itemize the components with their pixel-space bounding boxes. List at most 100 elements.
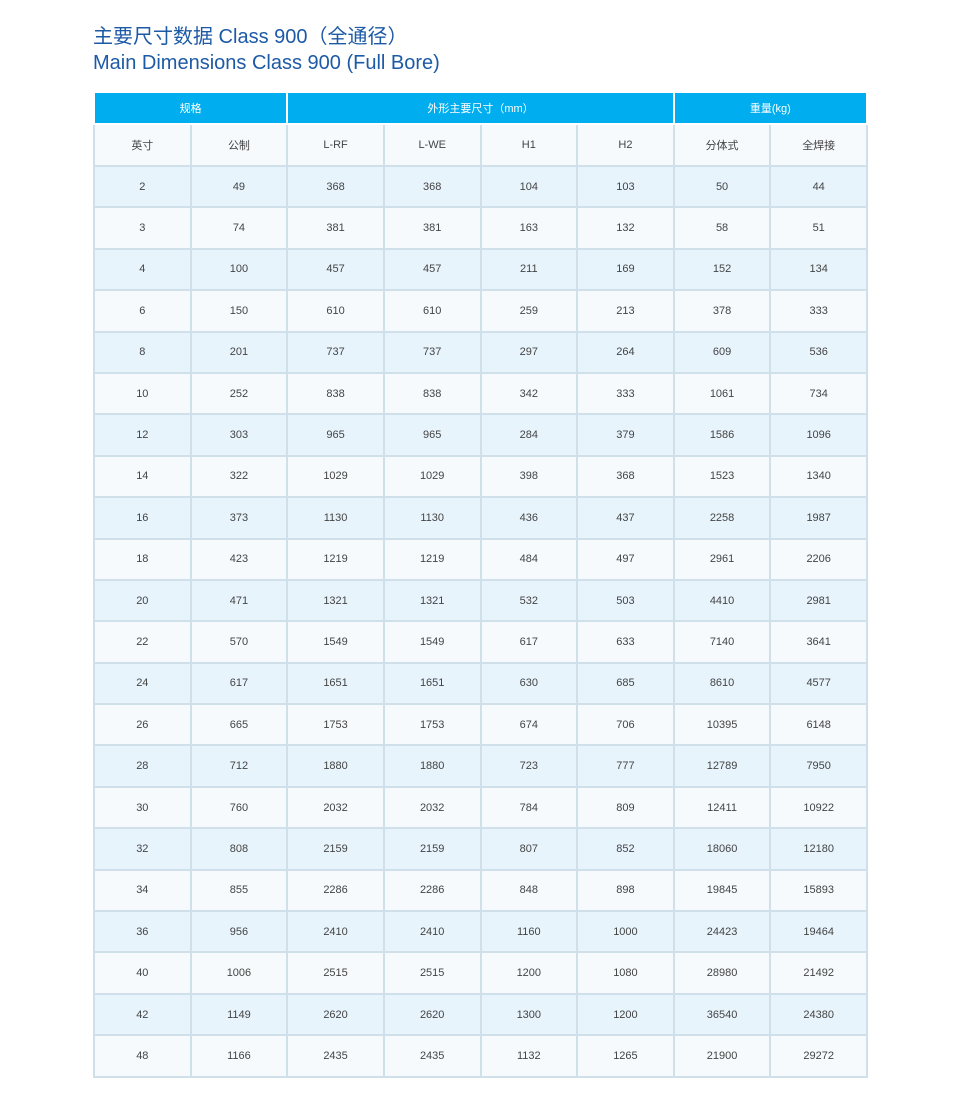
table-cell: 4410 [672, 578, 772, 623]
table-cell: 42 [93, 992, 192, 1037]
table-cell: 1200 [576, 992, 675, 1037]
table-cell: 211 [479, 247, 579, 292]
table-cell: 14 [93, 454, 192, 499]
table-cell: 10 [93, 371, 192, 416]
table-cell: 104 [479, 164, 579, 209]
table-row: 34 855 2286 2286 848 898 19845 15893 [93, 868, 868, 913]
table-cell: 1096 [769, 413, 868, 457]
table-cell: 610 [382, 289, 482, 333]
table-row: 32 808 2159 2159 807 852 18060 12180 [93, 827, 868, 871]
table-cell: 58 [672, 206, 772, 250]
column-header: L-WE [382, 123, 482, 167]
table-cell: 264 [576, 330, 675, 374]
table-cell: 609 [672, 330, 772, 374]
table-cell: 807 [479, 827, 579, 871]
table-cell: 368 [286, 164, 385, 209]
table-cell: 74 [189, 206, 289, 250]
table-cell: 685 [576, 661, 675, 706]
table-cell: 2515 [382, 951, 482, 995]
table-cell: 1149 [189, 992, 289, 1037]
table-cell: 213 [576, 289, 675, 333]
table-cell: 848 [479, 868, 579, 913]
table-cell: 36 [93, 910, 192, 954]
table-cell: 1300 [479, 992, 579, 1037]
table-cell: 1321 [286, 578, 385, 623]
table-cell: 532 [479, 578, 579, 623]
table-row: 40 1006 2515 2515 1200 1080 28980 21492 [93, 951, 868, 995]
table-cell: 252 [189, 371, 289, 416]
table-row: 20 471 1321 1321 532 503 4410 2981 [93, 578, 868, 623]
table-cell: 436 [479, 496, 579, 540]
table-cell: 15893 [769, 868, 868, 913]
table-cell: 4 [93, 247, 192, 292]
group-header-dimensions: 外形主要尺寸（mm） [286, 93, 675, 125]
table-cell: 2981 [769, 578, 868, 623]
table-cell: 2410 [382, 910, 482, 954]
table-cell: 51 [769, 206, 868, 250]
table-cell: 368 [382, 164, 482, 209]
table-row: 6 150 610 610 259 213 378 333 [93, 289, 868, 333]
table-cell: 737 [286, 330, 385, 374]
table-cell: 381 [286, 206, 385, 250]
table-cell: 734 [769, 371, 868, 416]
column-header: 公制 [189, 123, 289, 167]
table-cell: 3 [93, 206, 192, 250]
table-cell: 6 [93, 289, 192, 333]
table-row: 18 423 1219 1219 484 497 2961 2206 [93, 537, 868, 581]
table-row: 10 252 838 838 342 333 1061 734 [93, 371, 868, 416]
column-header-row: 英寸 公制 L-RF L-WE H1 H2 分体式 全焊接 [93, 123, 868, 167]
table-row: 42 1149 2620 2620 1300 1200 36540 24380 [93, 992, 868, 1037]
table-cell: 809 [576, 785, 675, 830]
table-row: 3 74 381 381 163 132 58 51 [93, 206, 868, 250]
column-header: H2 [576, 123, 675, 167]
table-cell: 965 [286, 413, 385, 457]
table-row: 16 373 1130 1130 436 437 2258 1987 [93, 496, 868, 540]
table-cell: 723 [479, 744, 579, 788]
table-cell: 784 [479, 785, 579, 830]
table-row: 4 100 457 457 211 169 152 134 [93, 247, 868, 292]
table-cell: 373 [189, 496, 289, 540]
table-cell: 1130 [286, 496, 385, 540]
table-cell: 381 [382, 206, 482, 250]
table-cell: 6148 [769, 703, 868, 747]
table-cell: 48 [93, 1034, 192, 1078]
table-cell: 40 [93, 951, 192, 995]
table-cell: 665 [189, 703, 289, 747]
table-cell: 12411 [672, 785, 772, 830]
table-cell: 297 [479, 330, 579, 374]
table-cell: 36540 [672, 992, 772, 1037]
table-cell: 1880 [382, 744, 482, 788]
table-cell: 423 [189, 537, 289, 581]
table-cell: 1586 [672, 413, 772, 457]
table-cell: 12789 [672, 744, 772, 788]
table-cell: 852 [576, 827, 675, 871]
table-cell: 100 [189, 247, 289, 292]
table-cell: 1340 [769, 454, 868, 499]
table-cell: 284 [479, 413, 579, 457]
table-row: 24 617 1651 1651 630 685 8610 4577 [93, 661, 868, 706]
table-cell: 2032 [382, 785, 482, 830]
table-cell: 2620 [286, 992, 385, 1037]
table-cell: 303 [189, 413, 289, 457]
dimensions-table: 规格 外形主要尺寸（mm） 重量(kg) 英寸 公制 L-RF L-WE H1 H2 分体式… [92, 93, 869, 1078]
table-cell: 1549 [382, 620, 482, 664]
table-cell: 333 [769, 289, 868, 333]
table-cell: 19845 [672, 868, 772, 913]
table-cell: 1166 [189, 1034, 289, 1078]
table-cell: 1160 [479, 910, 579, 954]
table-cell: 712 [189, 744, 289, 788]
table-cell: 2961 [672, 537, 772, 581]
table-cell: 1006 [189, 951, 289, 995]
table-cell: 163 [479, 206, 579, 250]
table-cell: 2159 [382, 827, 482, 871]
table-cell: 398 [479, 454, 579, 499]
table-cell: 1651 [286, 661, 385, 706]
table-cell: 536 [769, 330, 868, 374]
table-cell: 2032 [286, 785, 385, 830]
table-cell: 29272 [769, 1034, 868, 1078]
table-cell: 20 [93, 578, 192, 623]
table-cell: 570 [189, 620, 289, 664]
table-cell: 1130 [382, 496, 482, 540]
table-cell: 28980 [672, 951, 772, 995]
table-cell: 838 [382, 371, 482, 416]
